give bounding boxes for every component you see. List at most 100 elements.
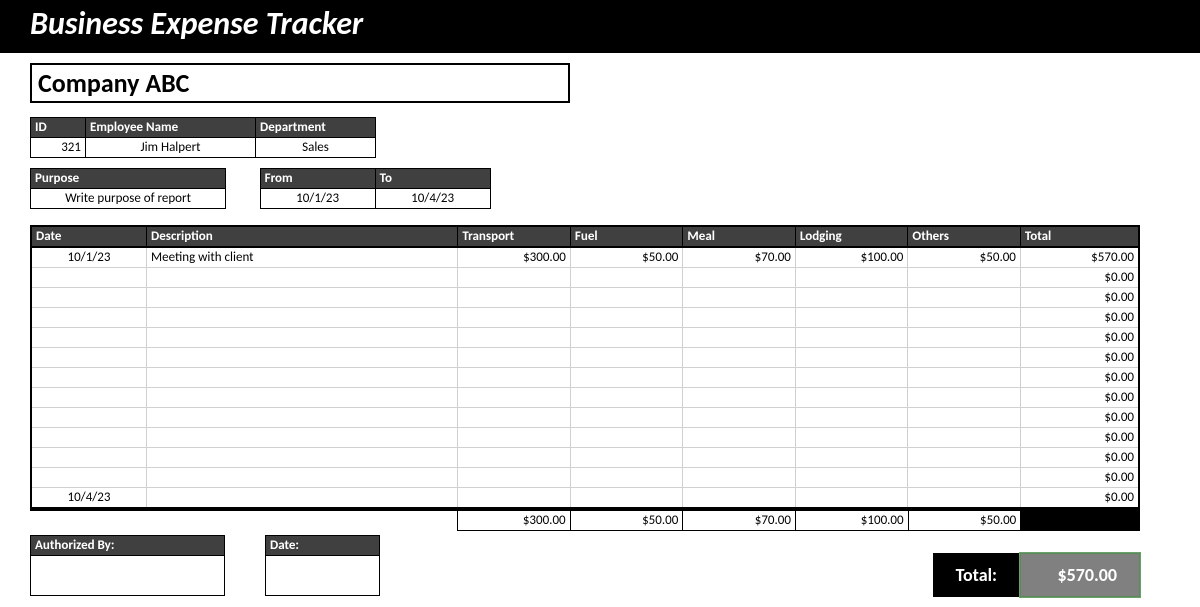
cell-transport[interactable] — [458, 348, 571, 368]
cell-fuel[interactable] — [570, 268, 683, 288]
cell-date[interactable] — [31, 268, 147, 288]
cell-desc[interactable] — [147, 268, 458, 288]
authorized-by-field[interactable] — [30, 556, 225, 596]
cell-fuel[interactable] — [570, 328, 683, 348]
cell-date[interactable] — [31, 468, 147, 488]
cell-date[interactable] — [31, 448, 147, 468]
cell-meal[interactable] — [683, 308, 796, 328]
employee-name[interactable]: Jim Halpert — [86, 138, 256, 158]
cell-lodging[interactable] — [795, 308, 908, 328]
cell-fuel[interactable] — [570, 348, 683, 368]
cell-total[interactable]: $0.00 — [1020, 388, 1139, 408]
employee-id[interactable]: 321 — [31, 138, 86, 158]
cell-others[interactable] — [908, 408, 1021, 428]
cell-others[interactable] — [908, 308, 1021, 328]
cell-date[interactable] — [31, 408, 147, 428]
cell-lodging[interactable] — [795, 368, 908, 388]
purpose-value[interactable]: Write purpose of report — [31, 189, 226, 209]
cell-fuel[interactable] — [570, 308, 683, 328]
cell-others[interactable] — [908, 268, 1021, 288]
cell-others[interactable]: $50.00 — [908, 247, 1021, 268]
cell-lodging[interactable] — [795, 428, 908, 448]
cell-lodging[interactable] — [795, 488, 908, 509]
cell-total[interactable]: $570.00 — [1020, 247, 1139, 268]
to-value[interactable]: 10/4/23 — [375, 189, 490, 209]
cell-desc[interactable] — [147, 288, 458, 308]
cell-date[interactable] — [31, 388, 147, 408]
cell-lodging[interactable] — [795, 408, 908, 428]
cell-desc[interactable] — [147, 408, 458, 428]
date-field[interactable] — [265, 556, 380, 596]
cell-total[interactable]: $0.00 — [1020, 268, 1139, 288]
cell-transport[interactable] — [458, 308, 571, 328]
cell-desc[interactable] — [147, 348, 458, 368]
cell-transport[interactable] — [458, 488, 571, 509]
employee-dept[interactable]: Sales — [256, 138, 376, 158]
cell-others[interactable] — [908, 388, 1021, 408]
cell-others[interactable] — [908, 368, 1021, 388]
cell-meal[interactable] — [683, 448, 796, 468]
cell-transport[interactable] — [458, 328, 571, 348]
cell-desc[interactable] — [147, 468, 458, 488]
cell-lodging[interactable] — [795, 268, 908, 288]
cell-fuel[interactable] — [570, 368, 683, 388]
cell-desc[interactable] — [147, 328, 458, 348]
cell-desc[interactable] — [147, 448, 458, 468]
cell-fuel[interactable] — [570, 428, 683, 448]
cell-others[interactable] — [908, 448, 1021, 468]
cell-desc[interactable] — [147, 428, 458, 448]
cell-total[interactable]: $0.00 — [1020, 448, 1139, 468]
cell-lodging[interactable] — [795, 468, 908, 488]
cell-transport[interactable] — [458, 428, 571, 448]
cell-meal[interactable] — [683, 368, 796, 388]
cell-meal[interactable] — [683, 348, 796, 368]
cell-transport[interactable] — [458, 368, 571, 388]
cell-others[interactable] — [908, 428, 1021, 448]
cell-meal[interactable] — [683, 268, 796, 288]
cell-fuel[interactable] — [570, 488, 683, 509]
cell-total[interactable]: $0.00 — [1020, 368, 1139, 388]
cell-transport[interactable] — [458, 388, 571, 408]
cell-others[interactable] — [908, 328, 1021, 348]
cell-lodging[interactable] — [795, 288, 908, 308]
cell-meal[interactable]: $70.00 — [683, 247, 796, 268]
cell-meal[interactable] — [683, 408, 796, 428]
cell-others[interactable] — [908, 488, 1021, 509]
cell-others[interactable] — [908, 288, 1021, 308]
cell-others[interactable] — [908, 348, 1021, 368]
cell-date[interactable] — [31, 288, 147, 308]
cell-transport[interactable] — [458, 268, 571, 288]
cell-desc[interactable] — [147, 368, 458, 388]
cell-total[interactable]: $0.00 — [1020, 468, 1139, 488]
cell-total[interactable]: $0.00 — [1020, 488, 1139, 509]
cell-meal[interactable] — [683, 328, 796, 348]
cell-total[interactable]: $0.00 — [1020, 288, 1139, 308]
cell-transport[interactable] — [458, 288, 571, 308]
cell-meal[interactable] — [683, 288, 796, 308]
cell-transport[interactable] — [458, 408, 571, 428]
cell-date[interactable] — [31, 428, 147, 448]
cell-desc[interactable] — [147, 308, 458, 328]
cell-lodging[interactable] — [795, 448, 908, 468]
cell-transport[interactable] — [458, 448, 571, 468]
cell-total[interactable]: $0.00 — [1020, 408, 1139, 428]
cell-date[interactable]: 10/4/23 — [31, 488, 147, 509]
cell-lodging[interactable] — [795, 348, 908, 368]
cell-date[interactable] — [31, 368, 147, 388]
cell-meal[interactable] — [683, 468, 796, 488]
cell-desc[interactable]: Meeting with client — [147, 247, 458, 268]
cell-others[interactable] — [908, 468, 1021, 488]
cell-fuel[interactable] — [570, 448, 683, 468]
cell-date[interactable] — [31, 308, 147, 328]
cell-date[interactable] — [31, 328, 147, 348]
from-value[interactable]: 10/1/23 — [260, 189, 375, 209]
cell-total[interactable]: $0.00 — [1020, 308, 1139, 328]
cell-fuel[interactable]: $50.00 — [570, 247, 683, 268]
cell-transport[interactable]: $300.00 — [458, 247, 571, 268]
cell-lodging[interactable]: $100.00 — [795, 247, 908, 268]
cell-fuel[interactable] — [570, 468, 683, 488]
cell-lodging[interactable] — [795, 328, 908, 348]
cell-transport[interactable] — [458, 468, 571, 488]
cell-meal[interactable] — [683, 388, 796, 408]
cell-fuel[interactable] — [570, 288, 683, 308]
